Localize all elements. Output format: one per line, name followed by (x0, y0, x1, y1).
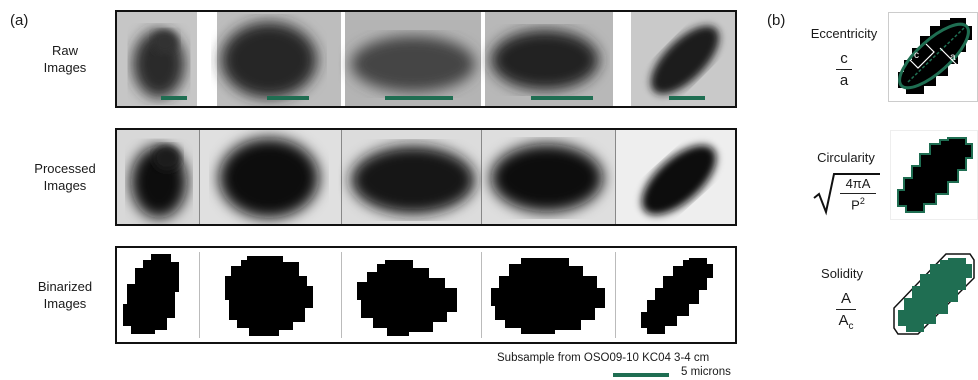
processed-images-strip (115, 128, 737, 226)
processed-particle-1 (117, 130, 199, 224)
scale-bar-1 (161, 96, 187, 100)
panel-a-label: (a) (10, 12, 29, 29)
scale-bar-5 (669, 96, 705, 100)
processed-particle-5 (616, 130, 735, 224)
eccentricity-title: Eccentricity (810, 26, 878, 41)
panel-b-label: (b) (767, 12, 786, 29)
scale-bar-legend: 5 microns (613, 366, 743, 380)
raw-particle-1 (117, 12, 197, 106)
row-label-processed: Processed Images (34, 161, 96, 193)
eccentricity-inset-c: c (914, 50, 919, 61)
raw-particle-5 (631, 12, 735, 106)
eccentricity-formula: c a (830, 50, 858, 89)
processed-particle-3 (342, 130, 481, 224)
row-label-raw: Raw Images (43, 43, 87, 75)
scale-bar-4 (531, 96, 593, 100)
eccentricity-diagram: c a (888, 12, 978, 102)
row-label-binarized: Binarized Images (37, 279, 93, 311)
solidity-title: Solidity (821, 266, 863, 281)
circularity-formula: 4πA P2 (812, 170, 882, 216)
binarized-particle-3 (357, 260, 457, 336)
binarized-images-strip (115, 246, 737, 344)
subsample-caption: Subsample from OSO09-10 KC04 3-4 cm (497, 352, 710, 364)
circularity-title: Circularity (817, 150, 875, 165)
binarized-images-svg (123, 252, 713, 338)
raw-particle-4 (485, 12, 613, 106)
raw-images-strip (115, 10, 737, 108)
binarized-particle-2 (225, 256, 313, 336)
raw-particle-3 (345, 12, 481, 106)
processed-particle-2 (200, 130, 341, 224)
binarized-particle-1 (123, 254, 179, 334)
raw-images-svg (117, 12, 735, 106)
binarized-particle-5 (641, 258, 713, 334)
scale-bar-legend-line (613, 373, 669, 377)
solidity-diagram (890, 248, 978, 340)
binarized-particle-4 (491, 258, 605, 334)
scale-bar-legend-label: 5 microns (681, 366, 731, 378)
eccentricity-inset-a: a (950, 52, 956, 63)
raw-particle-2 (217, 12, 341, 106)
circularity-diagram (890, 130, 978, 220)
processed-particle-4 (482, 130, 615, 224)
scale-bar-3 (385, 96, 453, 100)
solidity-formula: A Ac (832, 290, 860, 332)
processed-images-svg (117, 130, 735, 224)
scale-bar-2 (267, 96, 309, 100)
